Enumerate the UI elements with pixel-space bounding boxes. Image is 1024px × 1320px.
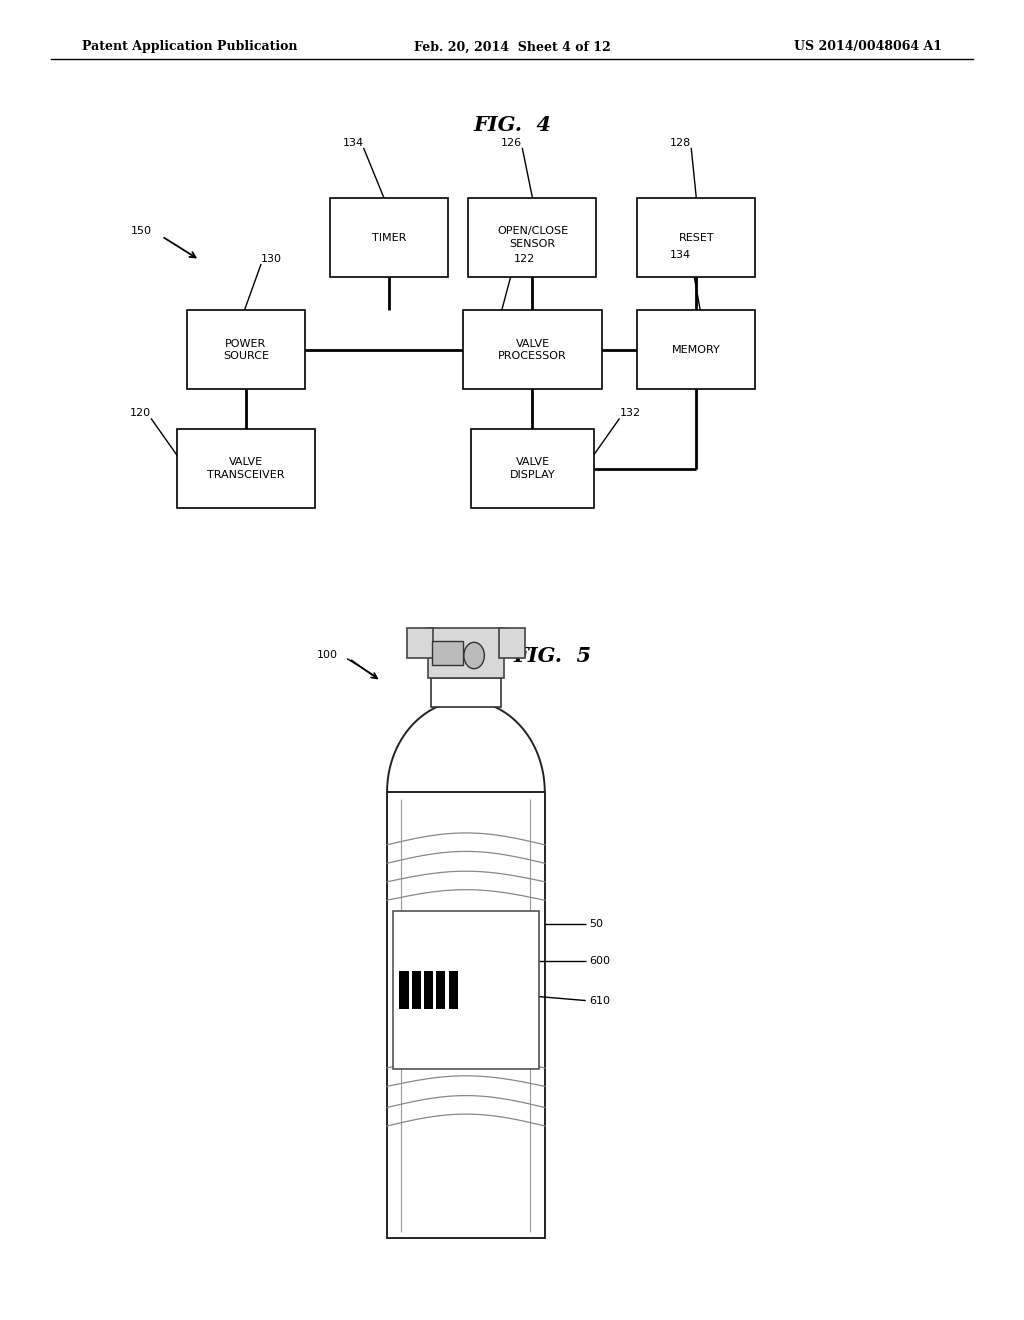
Bar	[330, 198, 449, 277]
Bar	[176, 429, 315, 508]
Text: 132: 132	[620, 408, 641, 418]
Bar	[431, 678, 501, 708]
Text: 600: 600	[589, 956, 610, 966]
Bar	[387, 792, 545, 1238]
Bar	[424, 972, 433, 1008]
Bar	[399, 972, 409, 1008]
Bar	[500, 628, 524, 657]
Bar	[393, 911, 539, 1069]
Text: 150: 150	[130, 226, 152, 236]
Text: US 2014/0048064 A1: US 2014/0048064 A1	[794, 41, 942, 53]
Bar	[436, 972, 445, 1008]
Bar	[412, 972, 421, 1008]
Bar	[186, 310, 305, 389]
Text: 122: 122	[514, 253, 536, 264]
Text: Feb. 20, 2014  Sheet 4 of 12: Feb. 20, 2014 Sheet 4 of 12	[414, 41, 610, 53]
Text: 130: 130	[261, 253, 283, 264]
Bar	[471, 429, 594, 508]
Text: Patent Application Publication: Patent Application Publication	[82, 41, 297, 53]
Bar	[432, 642, 463, 665]
Text: FIG.  5: FIG. 5	[514, 645, 592, 667]
Bar	[428, 628, 505, 678]
Text: 610: 610	[589, 995, 610, 1006]
Text: 128: 128	[670, 137, 691, 148]
Circle shape	[464, 643, 484, 669]
Text: 120: 120	[130, 408, 152, 418]
Text: MEMORY: MEMORY	[672, 345, 721, 355]
Text: 134: 134	[342, 137, 364, 148]
Text: 126: 126	[501, 137, 522, 148]
Text: TIMER: TIMER	[372, 232, 407, 243]
Text: 100: 100	[316, 649, 338, 660]
Bar	[469, 198, 596, 277]
Text: OPEN/CLOSE
SENSOR: OPEN/CLOSE SENSOR	[497, 227, 568, 248]
Bar	[408, 628, 433, 657]
Text: VALVE
PROCESSOR: VALVE PROCESSOR	[498, 339, 567, 360]
Text: 50: 50	[589, 919, 603, 929]
Text: POWER
SOURCE: POWER SOURCE	[223, 339, 268, 360]
Bar	[463, 310, 602, 389]
Bar	[637, 198, 756, 277]
Text: FIG.  4: FIG. 4	[473, 115, 551, 136]
Text: VALVE
TRANSCEIVER: VALVE TRANSCEIVER	[207, 458, 285, 479]
Text: RESET: RESET	[679, 232, 714, 243]
Bar	[637, 310, 756, 389]
Text: 134: 134	[670, 249, 691, 260]
Text: VALVE
DISPLAY: VALVE DISPLAY	[510, 458, 555, 479]
Bar	[449, 972, 458, 1008]
